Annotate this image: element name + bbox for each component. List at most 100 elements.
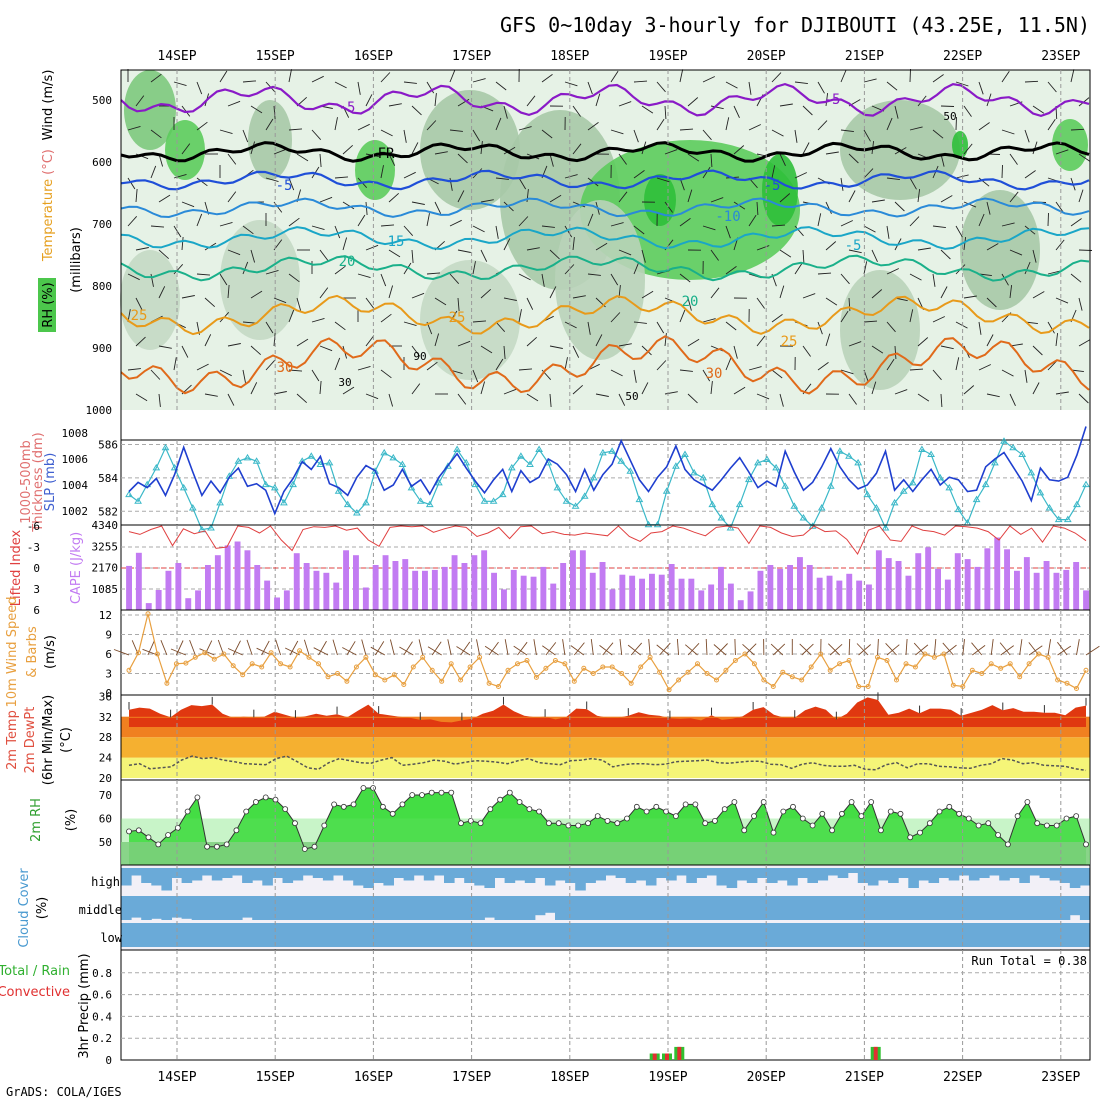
wind-barb: [871, 345, 884, 354]
cloud-middle-cell: [403, 896, 415, 920]
cloud-low-cell: [938, 923, 950, 947]
wind-barb: [196, 213, 203, 227]
wind-barb: [986, 243, 999, 251]
wind-barb: [572, 295, 586, 299]
wind-barb: [886, 321, 896, 333]
cape-bar: [126, 565, 132, 610]
wind-speed-marker: [704, 671, 710, 676]
wind-barb: [196, 177, 208, 187]
wind-barb: [426, 120, 437, 131]
wind-barb: [955, 321, 968, 329]
temperature-contour-label: 15: [388, 234, 405, 250]
cloud-low-cell: [645, 923, 657, 947]
wind-barb: [871, 289, 883, 299]
cloud-high-cell: [444, 868, 455, 883]
rh-2m-marker: [282, 806, 289, 812]
cloud-high-cell: [393, 868, 405, 878]
rh-2m-marker: [907, 834, 914, 841]
wind-speed-marker: [448, 661, 454, 667]
wind-barb: [403, 225, 414, 237]
rh-2m-marker: [575, 822, 582, 829]
cloud-middle-cell: [979, 896, 990, 920]
wind-barb: [472, 225, 485, 233]
wind-10m-barb: [484, 645, 499, 656]
wind-barb: [733, 345, 738, 359]
wind-barb: [196, 81, 203, 95]
wind-barb: [748, 214, 757, 227]
wind-speed-marker: [316, 661, 321, 667]
rh-2m-marker: [1073, 813, 1080, 819]
wind-10m-barb: [275, 639, 282, 656]
date-label-bottom: 20SEP: [747, 1070, 786, 1085]
wind-10m-barb: [886, 644, 900, 656]
temp-unit-label: (°C): [59, 727, 74, 753]
cloud-low-cell: [403, 923, 415, 947]
wind-barb: [227, 153, 237, 165]
wind-barb: [886, 225, 890, 239]
cloud-low-cell: [676, 923, 687, 947]
date-label-top: 23SEP: [1041, 49, 1080, 64]
wind-barb: [840, 69, 847, 83]
wind-barb: [687, 297, 692, 311]
cloud-high-cell: [333, 868, 344, 876]
wind-speed-marker: [827, 667, 833, 673]
cloud-middle-cell: [161, 896, 172, 920]
thickness-marker: [380, 448, 389, 456]
wind-barb: [518, 273, 531, 281]
wind-speed-marker: [268, 650, 274, 656]
slp-thickness-panel: 586 584 582 1008 1006 1004 1002 1000-500mbThick…: [19, 426, 1091, 533]
wind-10m-barb: [933, 639, 937, 656]
cloud-middle-cell: [918, 896, 929, 920]
wind-barb: [265, 269, 279, 275]
wind-barb: [127, 125, 141, 131]
cape-bar: [481, 550, 488, 610]
wind-barb: [633, 261, 640, 275]
wind-speed-marker: [183, 660, 189, 666]
wind-barb: [725, 266, 737, 275]
wind-speed-marker: [780, 669, 786, 675]
cloud-high-cell: [928, 868, 940, 883]
footer-credit: GrADS: COLA/IGES: [6, 1085, 122, 1099]
cloud-middle-cell: [676, 896, 687, 920]
wind-barb: [495, 117, 502, 131]
rh-2m-label: 2m RH: [29, 798, 44, 842]
cloud-high-cell: [201, 868, 213, 876]
cloud-middle-cell: [524, 896, 536, 920]
cloud-low-cell: [605, 923, 617, 947]
wind-speed-marker: [221, 651, 227, 657]
cape-bar: [1043, 561, 1050, 610]
temperature-contour: [120, 82, 1090, 118]
wind-barb: [426, 272, 441, 275]
cape-bar: [974, 566, 981, 610]
thickness-marker: [826, 482, 835, 489]
wind-barb: [503, 297, 517, 301]
cloud-high-cell: [121, 868, 132, 886]
thickness-marker: [526, 460, 534, 467]
cloud-middle-cell: [726, 896, 738, 920]
wind-barb: [641, 290, 654, 299]
wind-10m-barb: [246, 639, 253, 656]
rh-2m-marker: [546, 820, 552, 827]
wind-10m-barb: [972, 645, 986, 656]
wind-barb: [840, 129, 854, 133]
rh-2m-marker: [702, 820, 709, 827]
cape-bar: [491, 572, 497, 610]
wind-speed-marker: [941, 651, 947, 657]
cloud-high-cell: [1049, 868, 1061, 881]
rh-shade: [420, 260, 520, 380]
temperature-contour: [120, 254, 1090, 282]
precip-tick: 0.2: [92, 1032, 112, 1045]
date-label-top: 19SEP: [648, 49, 687, 64]
cloud-high-cell: [958, 868, 970, 876]
date-label-top: 20SEP: [747, 49, 786, 64]
wind-barb: [541, 273, 545, 287]
wind-barb: [656, 321, 665, 334]
cloud-middle-cell: [575, 896, 586, 920]
wind-barb: [610, 273, 619, 286]
wind-barb: [1070, 69, 1075, 83]
wind-barb: [779, 153, 786, 166]
cloud-high-cell: [494, 868, 506, 878]
rh-2m-marker: [760, 799, 767, 805]
wind-10m-barb: [456, 646, 471, 656]
wind-speed-marker: [458, 677, 464, 683]
